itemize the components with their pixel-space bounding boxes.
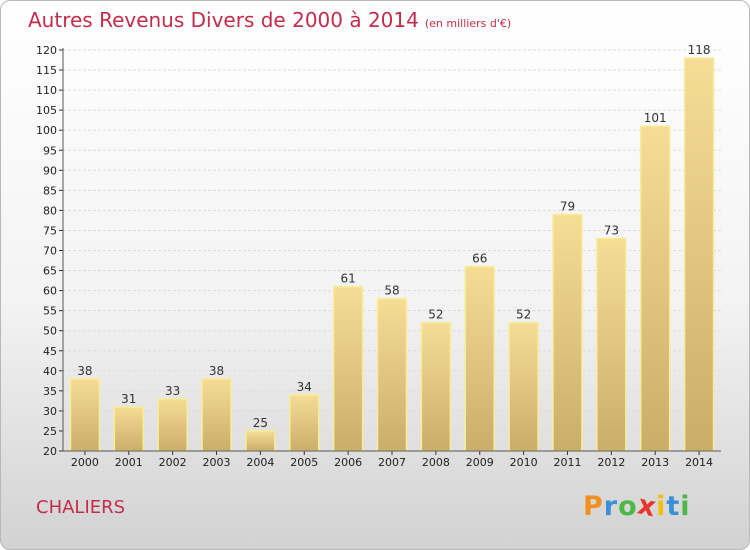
data-label: 52 [428, 308, 443, 322]
title-block: Autres Revenus Divers de 2000 à 2014 (en … [28, 8, 511, 32]
x-tick-label: 2006 [334, 456, 362, 469]
x-tick-label: 2007 [378, 456, 406, 469]
y-tick-label: 40 [43, 365, 57, 378]
bars [69, 57, 715, 452]
data-label: 73 [604, 223, 619, 237]
bar-2013 [639, 125, 671, 452]
bar-2003 [201, 378, 232, 452]
y-tick-label: 120 [36, 44, 57, 57]
commune-name: CHALIERS [36, 497, 126, 518]
y-tick-label: 50 [43, 325, 57, 338]
brand-letter: i [680, 491, 691, 522]
y-tick-label: 20 [43, 445, 57, 458]
y-tick-label: 80 [43, 204, 57, 217]
bar-2004 [245, 430, 276, 452]
bar-2008 [420, 321, 452, 452]
y-tick-label: 25 [43, 425, 57, 438]
x-tick-label: 2011 [553, 456, 581, 469]
x-tick-label: 2009 [466, 456, 494, 469]
bar-2009 [464, 265, 495, 452]
data-label: 38 [209, 364, 224, 378]
y-tick-label: 70 [43, 245, 57, 258]
data-label: 34 [297, 380, 312, 394]
y-axis-ticks: 20 25 30 35 40 45 50 55 60 65 70 75 80 85 90 95 100 105 11… [36, 44, 63, 458]
x-tick-label: 2001 [115, 456, 143, 469]
bar-2002 [157, 398, 188, 452]
bar-2010 [508, 321, 539, 452]
y-tick-label: 110 [36, 84, 57, 97]
x-tick-label: 2003 [203, 456, 231, 469]
y-tick-label: 55 [43, 305, 57, 318]
data-label: 31 [121, 392, 136, 406]
bar-2006 [332, 285, 364, 452]
y-tick-label: 60 [43, 285, 57, 298]
x-tick-label: 2008 [422, 456, 450, 469]
x-tick-label: 2013 [641, 456, 669, 469]
brand-letter: i [656, 491, 667, 522]
brand-letter: t [666, 491, 681, 522]
y-tick-label: 30 [43, 405, 57, 418]
bar-2014 [683, 57, 715, 452]
y-tick-label: 75 [43, 224, 57, 237]
data-labels: 38 31 33 38 25 34 61 58 52 66 52 79 73 101 118 [77, 43, 710, 430]
y-tick-label: 35 [43, 385, 57, 398]
y-tick-label: 115 [36, 64, 57, 77]
y-tick-label: 95 [43, 144, 57, 157]
x-tick-label: 2012 [597, 456, 625, 469]
y-tick-label: 45 [43, 345, 57, 358]
bar-2000 [69, 378, 101, 452]
bar-2005 [289, 394, 320, 452]
data-label: 38 [77, 364, 92, 378]
x-tick-label: 2004 [246, 456, 274, 469]
data-label: 79 [560, 199, 575, 213]
chart-title: Autres Revenus Divers de 2000 à 2014 [28, 8, 419, 32]
bar-2011 [552, 213, 583, 452]
data-label: 66 [472, 252, 487, 266]
brand-logo: Proxiti [583, 489, 691, 523]
data-label: 101 [644, 111, 667, 125]
data-label: 61 [340, 272, 355, 286]
data-label: 33 [165, 384, 180, 398]
bar-2012 [596, 237, 627, 452]
y-tick-label: 100 [36, 124, 57, 137]
y-tick-label: 85 [43, 184, 57, 197]
axes [62, 48, 721, 452]
x-tick-label: 2005 [290, 456, 318, 469]
x-tick-label: 2002 [159, 456, 187, 469]
data-label: 25 [253, 416, 268, 430]
x-tick-label: 2000 [71, 456, 99, 469]
data-label: 58 [384, 284, 399, 298]
brand-letter: r [603, 491, 619, 522]
data-label: 118 [688, 43, 711, 57]
y-tick-label: 65 [43, 265, 57, 278]
y-tick-label: 105 [36, 104, 57, 117]
x-tick-label: 2014 [685, 456, 713, 469]
bar-2007 [376, 297, 408, 452]
chart-unit: (en milliers d'€) [424, 17, 512, 30]
data-label: 52 [516, 308, 531, 322]
bar-2001 [113, 406, 145, 452]
y-tick-label: 90 [43, 164, 57, 177]
brand-letter: o [618, 491, 638, 522]
x-tick-label: 2010 [510, 456, 538, 469]
brand-letter: P [583, 491, 604, 522]
x-axis-ticks: 2000 2001 2002 2003 2004 2005 2006 2007 2008 2009… [71, 451, 713, 469]
